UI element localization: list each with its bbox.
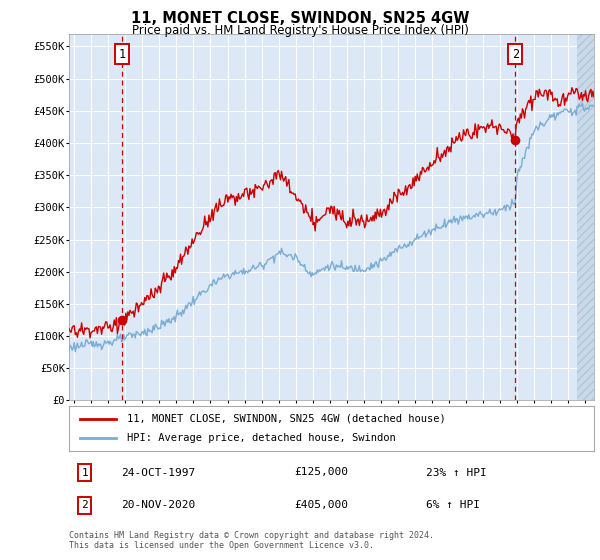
Text: 11, MONET CLOSE, SWINDON, SN25 4GW (detached house): 11, MONET CLOSE, SWINDON, SN25 4GW (deta… xyxy=(127,413,445,423)
Text: 1: 1 xyxy=(119,48,126,60)
Text: 23% ↑ HPI: 23% ↑ HPI xyxy=(426,468,487,478)
Text: Contains HM Land Registry data © Crown copyright and database right 2024.
This d: Contains HM Land Registry data © Crown c… xyxy=(69,531,434,550)
Text: 2: 2 xyxy=(82,501,88,510)
Text: £125,000: £125,000 xyxy=(295,468,349,478)
Text: HPI: Average price, detached house, Swindon: HPI: Average price, detached house, Swin… xyxy=(127,433,395,444)
Bar xyxy=(577,34,594,400)
Text: £405,000: £405,000 xyxy=(295,501,349,510)
Text: 11, MONET CLOSE, SWINDON, SN25 4GW: 11, MONET CLOSE, SWINDON, SN25 4GW xyxy=(131,11,469,26)
Text: Price paid vs. HM Land Registry's House Price Index (HPI): Price paid vs. HM Land Registry's House … xyxy=(131,24,469,36)
Text: 1: 1 xyxy=(82,468,88,478)
Text: 24-OCT-1997: 24-OCT-1997 xyxy=(121,468,196,478)
Text: 2: 2 xyxy=(512,48,519,60)
Text: 20-NOV-2020: 20-NOV-2020 xyxy=(121,501,196,510)
Text: 6% ↑ HPI: 6% ↑ HPI xyxy=(426,501,480,510)
